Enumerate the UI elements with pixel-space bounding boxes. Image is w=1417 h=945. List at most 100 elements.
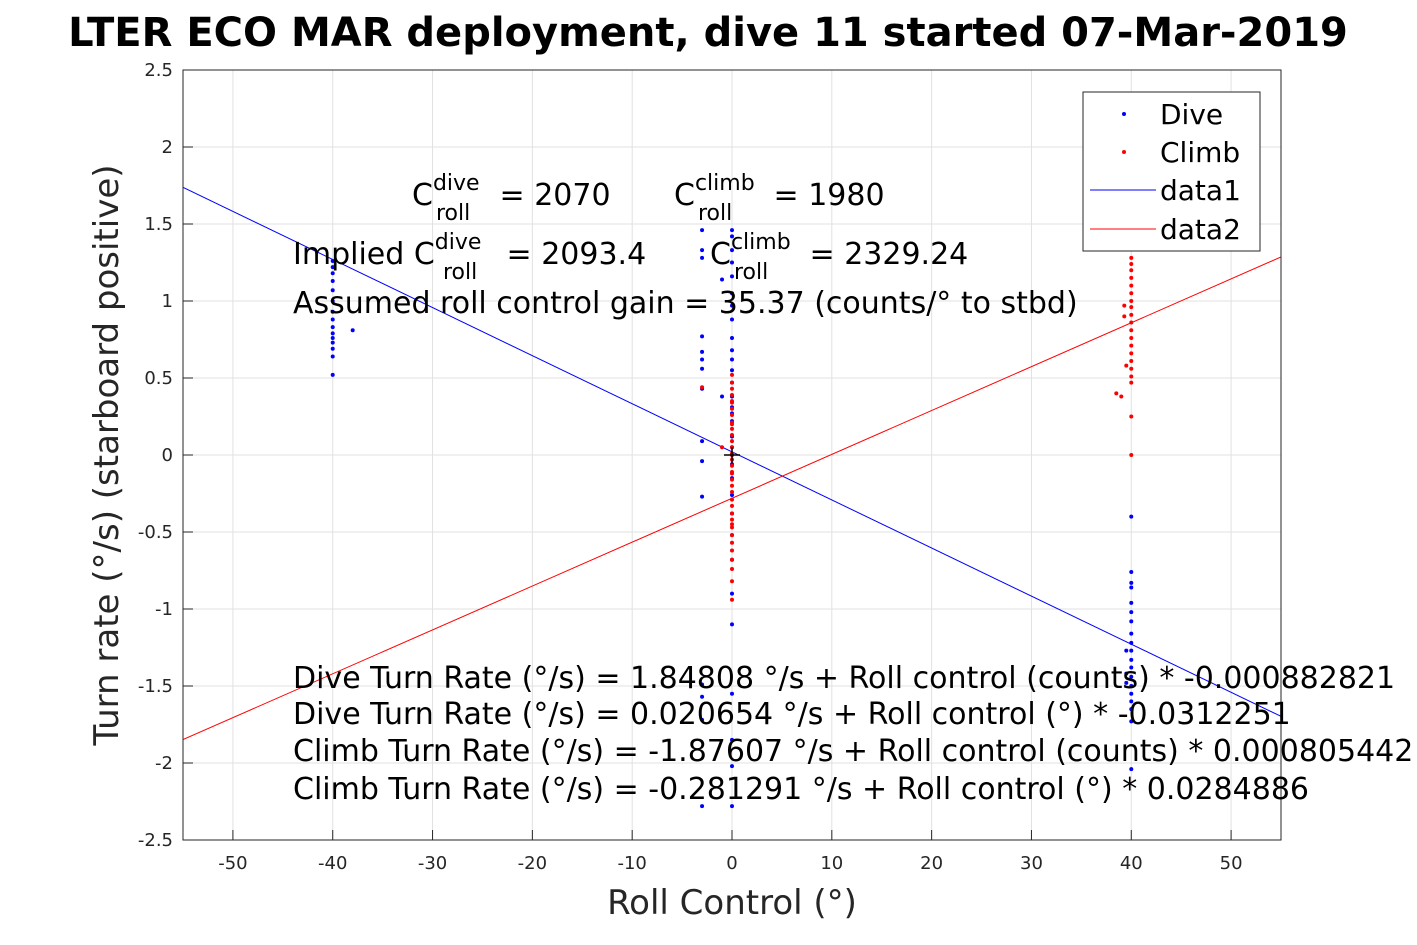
legend-label-dive: Dive [1160,98,1223,131]
annotation-implied-climb: Cclimb roll = 2329.24 [710,230,968,285]
climb-point [730,533,734,538]
scatter-points [330,228,1134,809]
dive-point [730,691,734,696]
y-tick-label: 2 [162,137,173,158]
dive-point [700,349,705,354]
x-tick-label: 10 [820,853,843,874]
y-tick-label: -1 [155,599,173,620]
dive-point [730,348,734,353]
climb-point [730,439,734,444]
climb-point [1129,283,1134,288]
climb-point [730,463,734,468]
legend-label-data2: data2 [1160,213,1241,246]
dive-point [730,764,734,769]
legend-marker-dive [1122,112,1126,116]
climb-point [730,412,734,417]
climb-point [730,422,734,427]
climb-point [730,386,734,391]
dive-point [700,804,705,809]
climb-point [730,392,734,397]
climb-point [730,426,734,431]
climb-point [700,385,705,390]
origin-crosshair [724,447,740,463]
climb-point [1119,394,1124,399]
y-tick-label: -2.5 [138,830,173,851]
y-tick-label: -0.5 [138,522,173,543]
climb-point [730,579,734,584]
climb-point [730,548,734,553]
x-tick-label: 50 [1220,853,1243,874]
x-tick-label: -20 [518,853,547,874]
climb-point [730,525,734,530]
dive-point [700,357,705,362]
climb-point [730,517,734,522]
dive-point [700,459,705,464]
climb-point [730,557,734,562]
dive-point [330,372,335,377]
legend-box [1082,91,1261,252]
x-tick-label: -50 [218,853,247,874]
dive-point [730,591,734,596]
dive-point [1129,674,1134,679]
dive-point [330,331,335,336]
climb-point [1129,366,1134,371]
y-tick-label: -1.5 [138,676,173,697]
dive-point [700,682,705,687]
dive-point [330,317,335,322]
x-tick-label: -30 [418,853,447,874]
x-tick-label: 30 [1020,853,1043,874]
dive-point [1129,767,1134,772]
dive-point [730,303,734,308]
dive-point [1129,657,1134,662]
dive-point [330,354,335,359]
dive-point [330,325,335,330]
climb-point [730,566,734,571]
dive-point [330,346,335,351]
climb-point [730,406,734,411]
climb-point [1129,335,1134,340]
climb-point [730,497,734,502]
dive-point [730,274,734,279]
dive-point [730,335,734,340]
x-axis-label: Roll Control (°) [607,883,857,923]
dive-point [1129,610,1134,615]
y-tick-label: 1.5 [144,214,173,235]
dive-point [720,394,725,399]
annotation-c-roll-dive: Cdive roll = 2070 [412,171,611,226]
climb-point [1129,291,1134,296]
dive-point [1129,684,1134,688]
dive-point [330,288,335,293]
dive-point [700,334,705,339]
y-axis-label: Turn rate (°/s) (starboard positive) [87,164,127,746]
dive-point [330,299,335,303]
x-tick-label: 0 [726,853,737,874]
y-tick-label: -2 [155,753,173,774]
dive-point [700,717,705,722]
dive-point [1124,680,1129,685]
dive-point [330,258,335,263]
climb-point [1129,343,1134,348]
climb-point [730,540,734,545]
y-tick-label: 0 [162,445,173,466]
climb-point [720,445,725,450]
dive-point [1129,699,1134,704]
climb-point [1129,414,1134,419]
climb-point [730,432,734,437]
legend-label-climb: Climb [1160,136,1240,169]
dive-point [1129,570,1134,575]
dive-point [730,622,734,627]
dive-point [730,493,734,498]
dive-point [1129,665,1134,670]
dive-point [730,260,734,265]
dive-point [700,248,705,253]
climb-point [1129,453,1134,457]
climb-point [1129,312,1134,317]
dive-point [330,265,335,270]
dive-point [730,291,734,296]
dive-point [700,439,705,444]
annotation-roll-gain: Assumed roll control gain = 35.37 (count… [293,286,1078,321]
dive-point [1124,671,1129,676]
climb-point [1129,299,1134,303]
x-tick-label: 20 [920,853,943,874]
